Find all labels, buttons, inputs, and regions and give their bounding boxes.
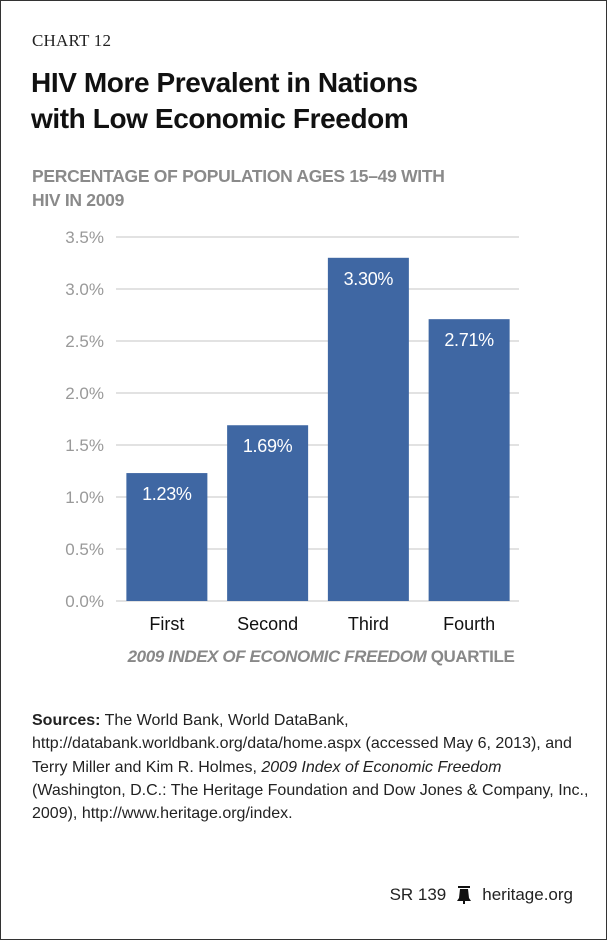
chart-subtitle-line1: PERCENTAGE OF POPULATION AGES 15–49 WITH — [32, 166, 445, 186]
chart-title: HIV More Prevalent in Nations with Low E… — [31, 65, 591, 137]
chart-subtitle-line2: HIV IN 2009 — [32, 190, 125, 210]
y-tick-label: 0.0% — [65, 592, 104, 611]
bar-chart: 0.0% 0.5% 1.0% 1.5% 2.0% 2.5% 3.0% 3.5% 1.23% Fir… — [65, 228, 519, 634]
data-label: 1.23% — [142, 484, 192, 504]
y-tick-label: 3.0% — [65, 280, 104, 299]
x-axis-title-rest: QUARTILE — [426, 647, 515, 666]
sources-note: Sources: The World Bank, World DataBank,… — [32, 709, 592, 825]
x-tick-label: Fourth — [443, 614, 495, 634]
footer: SR 139 heritage.org — [390, 885, 573, 905]
x-tick-label: First — [149, 614, 184, 634]
chart-subtitle: PERCENTAGE OF POPULATION AGES 15–49 WITH… — [32, 164, 572, 212]
y-tick-label: 1.5% — [65, 436, 104, 455]
report-number: SR 139 — [389, 885, 447, 904]
bar-first — [126, 473, 208, 601]
x-tick-label: Third — [348, 614, 389, 634]
liberty-bell-icon — [457, 886, 472, 904]
data-label: 2.71% — [444, 330, 494, 350]
data-label: 3.30% — [344, 269, 394, 289]
y-tick-label: 2.5% — [65, 332, 104, 351]
bar-fourth — [428, 319, 510, 601]
chart-title-line2: with Low Economic Freedom — [31, 103, 409, 134]
x-tick-label: Second — [237, 614, 298, 634]
y-tick-label: 1.0% — [65, 488, 104, 507]
sources-label: Sources: — [32, 712, 101, 729]
data-label: 1.69% — [243, 436, 293, 456]
x-axis-title-italic: 2009 INDEX OF ECONOMIC FREEDOM — [127, 647, 427, 666]
bar-third — [327, 257, 409, 601]
y-tick-label: 3.5% — [65, 228, 104, 247]
site-link[interactable]: heritage.org — [482, 885, 573, 904]
x-axis-title: 2009 INDEX OF ECONOMIC FREEDOM QUARTILE — [1, 647, 607, 667]
sources-text-1: The World Bank, World DataBank, http://d… — [32, 712, 572, 776]
y-tick-label: 0.5% — [65, 540, 104, 559]
bar-second — [227, 425, 309, 601]
chart-number: CHART 12 — [32, 31, 112, 50]
y-tick-label: 2.0% — [65, 384, 104, 403]
sources-text-2: (Washington, D.C.: The Heritage Foundati… — [32, 781, 589, 823]
sources-italic-title: 2009 Index of Economic Freedom — [261, 758, 502, 776]
chart-title-line1: HIV More Prevalent in Nations — [31, 67, 418, 98]
